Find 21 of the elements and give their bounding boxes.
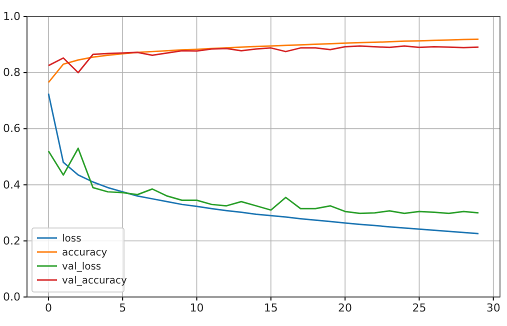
- y-tick-label: 0.0: [3, 290, 20, 304]
- legend-label: val_loss: [62, 262, 102, 272]
- y-tick-label: 0.4: [3, 178, 20, 192]
- y-tick-label: 0.8: [3, 66, 20, 80]
- y-tick-label: 1.0: [3, 10, 20, 24]
- x-tick-label: 0: [45, 301, 52, 314]
- x-tick-label: 15: [264, 301, 278, 314]
- x-tick-label: 30: [486, 301, 500, 314]
- line-series: [48, 45, 480, 74]
- legend-label: loss: [62, 234, 82, 244]
- x-tick-label: 5: [119, 301, 126, 314]
- x-tick-label: 10: [190, 301, 204, 314]
- line-series: [48, 148, 480, 214]
- x-tick-label: 20: [338, 301, 352, 314]
- y-tick-label: 0.2: [3, 234, 20, 248]
- line-series: [48, 92, 480, 234]
- y-tick-label: 0.6: [3, 122, 20, 136]
- legend-label: accuracy: [62, 248, 108, 258]
- legend-label: val_accuracy: [62, 276, 128, 286]
- x-tick-label: 25: [412, 301, 426, 314]
- line-series: [48, 38, 480, 84]
